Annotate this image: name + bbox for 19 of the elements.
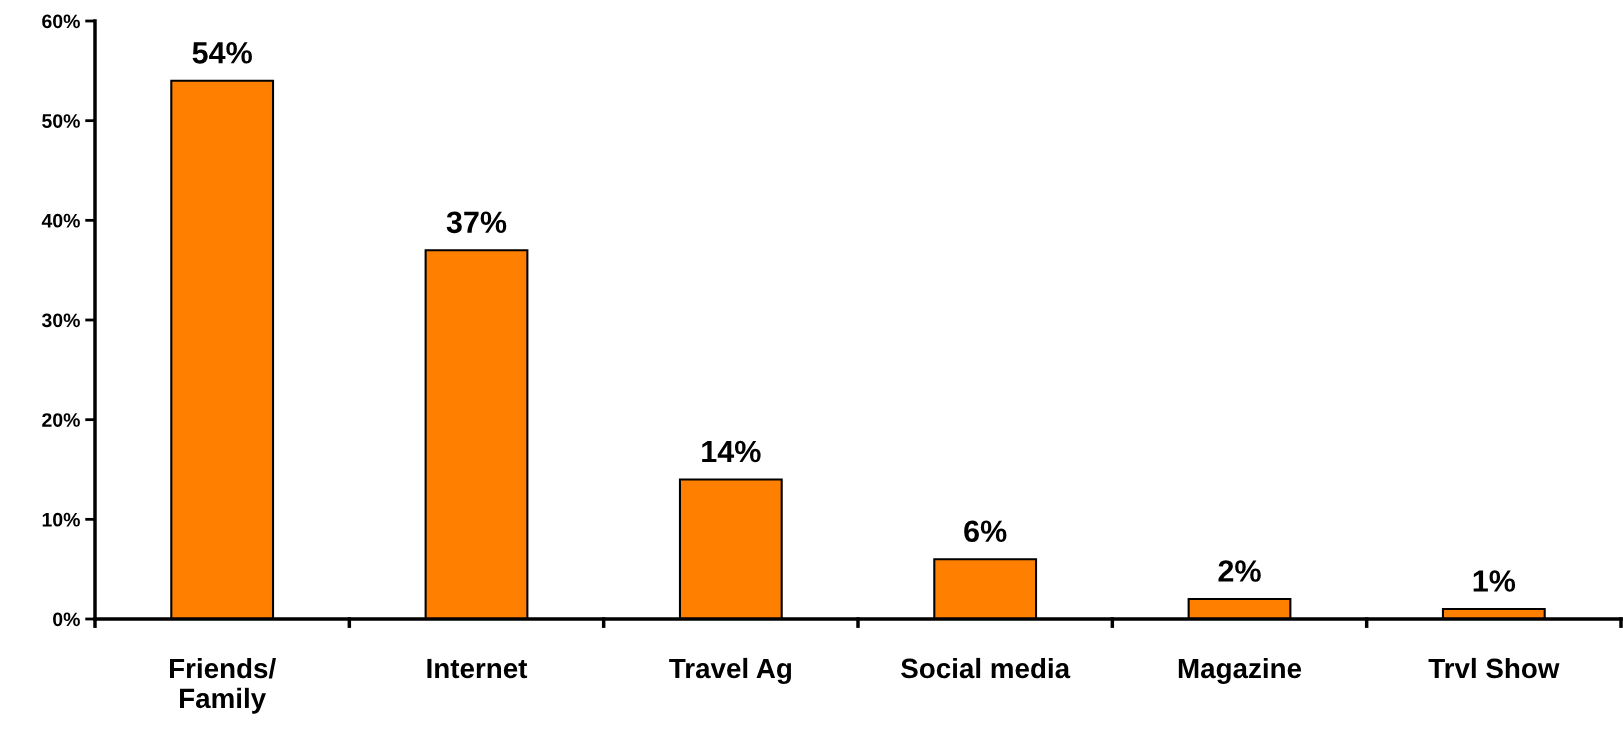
data-label: 14%	[702, 440, 761, 463]
data-label: 1%	[1473, 570, 1516, 592]
x-tick-label: Friends/ Family	[170, 657, 276, 714]
data-label: 37%	[446, 211, 507, 234]
y-tick-label: 0%	[53, 612, 80, 627]
x-tick-label: Magazine	[1178, 657, 1302, 684]
x-tick-label: Trvl Show	[1428, 657, 1560, 679]
data-label: 54%	[192, 42, 252, 64]
y-tick-label: 20%	[42, 413, 80, 427]
y-tick-label: 30%	[41, 313, 80, 328]
y-tick-label: 50%	[42, 114, 80, 128]
x-tick-label: Social media	[901, 657, 1071, 679]
x-tick-label: Travel Ag	[669, 657, 791, 684]
y-tick-label: 10%	[42, 512, 80, 527]
data-label: 2%	[1218, 560, 1261, 582]
data-label: 6%	[964, 520, 1007, 543]
y-tick-label: 40%	[41, 213, 80, 228]
y-tick-label: 60%	[42, 14, 80, 29]
x-tick-label: Internet	[427, 658, 528, 679]
